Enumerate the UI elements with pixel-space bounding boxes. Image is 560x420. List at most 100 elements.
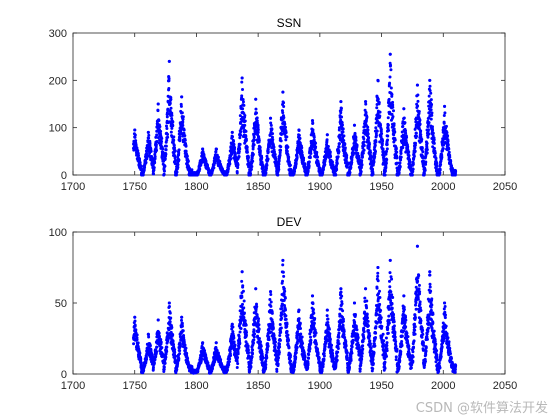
data-point <box>185 154 189 158</box>
data-point <box>252 135 256 139</box>
data-point <box>278 136 282 140</box>
data-point <box>133 319 137 323</box>
data-point <box>302 158 305 162</box>
data-point <box>164 144 168 148</box>
data-point <box>386 123 390 127</box>
data-point <box>164 355 168 359</box>
data-point <box>149 348 153 352</box>
data-point <box>281 279 285 283</box>
data-point <box>160 136 164 140</box>
data-point <box>216 351 220 355</box>
data-point <box>416 93 420 97</box>
data-point <box>139 357 143 361</box>
data-point <box>239 120 243 124</box>
data-point <box>252 338 256 342</box>
data-point <box>258 149 262 153</box>
data-point <box>300 335 304 339</box>
data-point <box>251 348 255 352</box>
data-point <box>257 327 261 331</box>
data-point <box>168 311 172 315</box>
data-point <box>228 162 232 166</box>
data-point <box>177 357 181 361</box>
data-point <box>240 279 244 283</box>
data-point <box>216 155 220 159</box>
x-tick-label: 1700 <box>61 380 85 392</box>
data-point <box>365 115 369 119</box>
data-point <box>270 311 274 315</box>
data-point <box>241 100 245 104</box>
data-point <box>383 173 387 177</box>
data-point <box>162 365 166 369</box>
data-point <box>284 314 288 318</box>
data-point <box>172 138 176 142</box>
data-point <box>447 150 451 154</box>
data-point <box>339 111 343 115</box>
data-point <box>254 107 258 111</box>
data-point <box>165 350 169 353</box>
data-point <box>381 139 385 143</box>
data-point <box>381 147 385 151</box>
data-point <box>276 358 280 362</box>
data-point <box>277 165 281 169</box>
data-point <box>172 135 176 139</box>
data-point <box>362 148 366 152</box>
data-point <box>379 123 383 127</box>
data-point <box>366 125 370 129</box>
data-point <box>229 157 233 161</box>
data-point <box>276 362 280 366</box>
data-point <box>386 138 390 142</box>
data-point <box>214 150 218 154</box>
data-point <box>282 274 286 278</box>
data-point <box>314 141 318 145</box>
data-point <box>299 332 303 336</box>
data-point <box>239 130 243 134</box>
data-point <box>137 153 141 157</box>
data-point <box>422 172 426 176</box>
x-tick-label: 1750 <box>122 181 146 193</box>
data-point <box>133 133 137 137</box>
data-point <box>241 97 245 101</box>
data-point <box>204 353 208 357</box>
data-point <box>176 165 180 169</box>
data-point <box>271 138 275 142</box>
y-tick-label: 0 <box>61 170 67 182</box>
data-point <box>414 141 418 145</box>
data-point <box>154 143 158 147</box>
data-point <box>444 124 448 128</box>
data-point <box>293 360 297 364</box>
data-point <box>429 98 433 102</box>
data-point <box>165 126 169 130</box>
data-point <box>420 146 424 150</box>
data-point <box>153 157 157 161</box>
data-point <box>374 126 378 130</box>
data-point <box>133 315 137 319</box>
data-point <box>438 171 442 175</box>
data-point <box>173 354 177 358</box>
data-point <box>178 349 182 353</box>
data-point <box>297 317 301 321</box>
data-point <box>283 289 287 293</box>
data-point <box>377 101 381 105</box>
data-point <box>162 169 166 173</box>
data-point <box>295 156 299 160</box>
data-point <box>163 157 167 161</box>
data-point <box>311 119 315 123</box>
data-point <box>390 92 394 96</box>
data-point <box>383 169 387 173</box>
data-point <box>134 328 138 332</box>
data-point <box>176 163 180 167</box>
data-point <box>302 351 306 355</box>
data-point <box>306 169 310 173</box>
data-point <box>252 138 256 142</box>
data-point <box>362 137 366 141</box>
data-point <box>273 344 277 348</box>
data-point <box>227 360 231 364</box>
data-point <box>294 351 298 355</box>
data-point <box>283 296 287 300</box>
data-point <box>325 133 329 137</box>
data-point <box>307 164 311 168</box>
data-point <box>278 345 282 349</box>
data-point <box>278 338 282 342</box>
data-point <box>359 166 363 170</box>
data-point <box>330 160 334 164</box>
